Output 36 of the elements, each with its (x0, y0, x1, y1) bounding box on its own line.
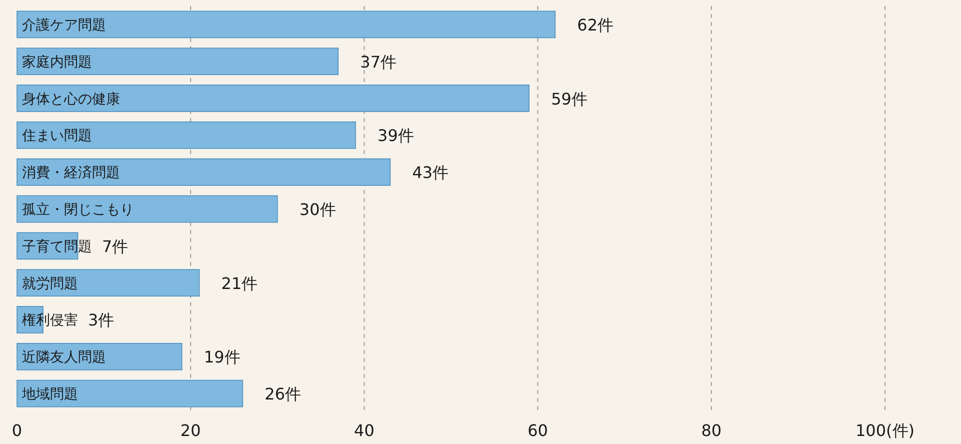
bar (16, 342, 182, 370)
data-label: 26件 (264, 384, 302, 404)
data-label: 19件 (204, 348, 240, 367)
x-tick-label: 100(件) (855, 421, 915, 440)
data-label: 62件 (577, 15, 614, 34)
x-tick-label: 0 (12, 421, 22, 440)
x-tick-label: 80 (701, 421, 722, 440)
x-tick-label: 20 (180, 421, 201, 440)
y-tick-label: 身体と心の健康 (22, 91, 120, 108)
y-tick-label: 介護ケア問題 (22, 17, 106, 34)
x-tick-label: 40 (354, 421, 374, 440)
bar (16, 269, 200, 297)
data-label: 59件 (551, 89, 588, 108)
data-label: 39件 (378, 126, 414, 146)
y-tick-label: 地域問題 (21, 386, 78, 403)
bar (16, 380, 244, 408)
y-tick-label: 近隣友人問題 (22, 350, 106, 366)
data-label: 37件 (360, 52, 397, 72)
y-tick-label: 家庭内問題 (22, 54, 92, 70)
y-tick-label: 子育て問題 (22, 238, 92, 255)
data-label: 43件 (412, 163, 449, 182)
y-tick-label: 就労問題 (22, 276, 78, 292)
data-label: 7件 (102, 236, 128, 256)
bar (16, 10, 556, 38)
y-tick-label: 孤立・閉じこもり (22, 202, 134, 218)
y-tick-label: 消費・経済問題 (22, 165, 120, 182)
bar (16, 121, 356, 149)
data-label: 3件 (88, 310, 114, 330)
data-label: 30件 (299, 200, 336, 219)
bar (16, 195, 278, 223)
x-tick-label: 60 (528, 421, 548, 440)
bar (16, 84, 530, 112)
bar (16, 48, 339, 76)
bar (16, 158, 391, 186)
y-tick-label: 住まい問題 (21, 128, 92, 144)
data-label: 21件 (221, 274, 258, 293)
